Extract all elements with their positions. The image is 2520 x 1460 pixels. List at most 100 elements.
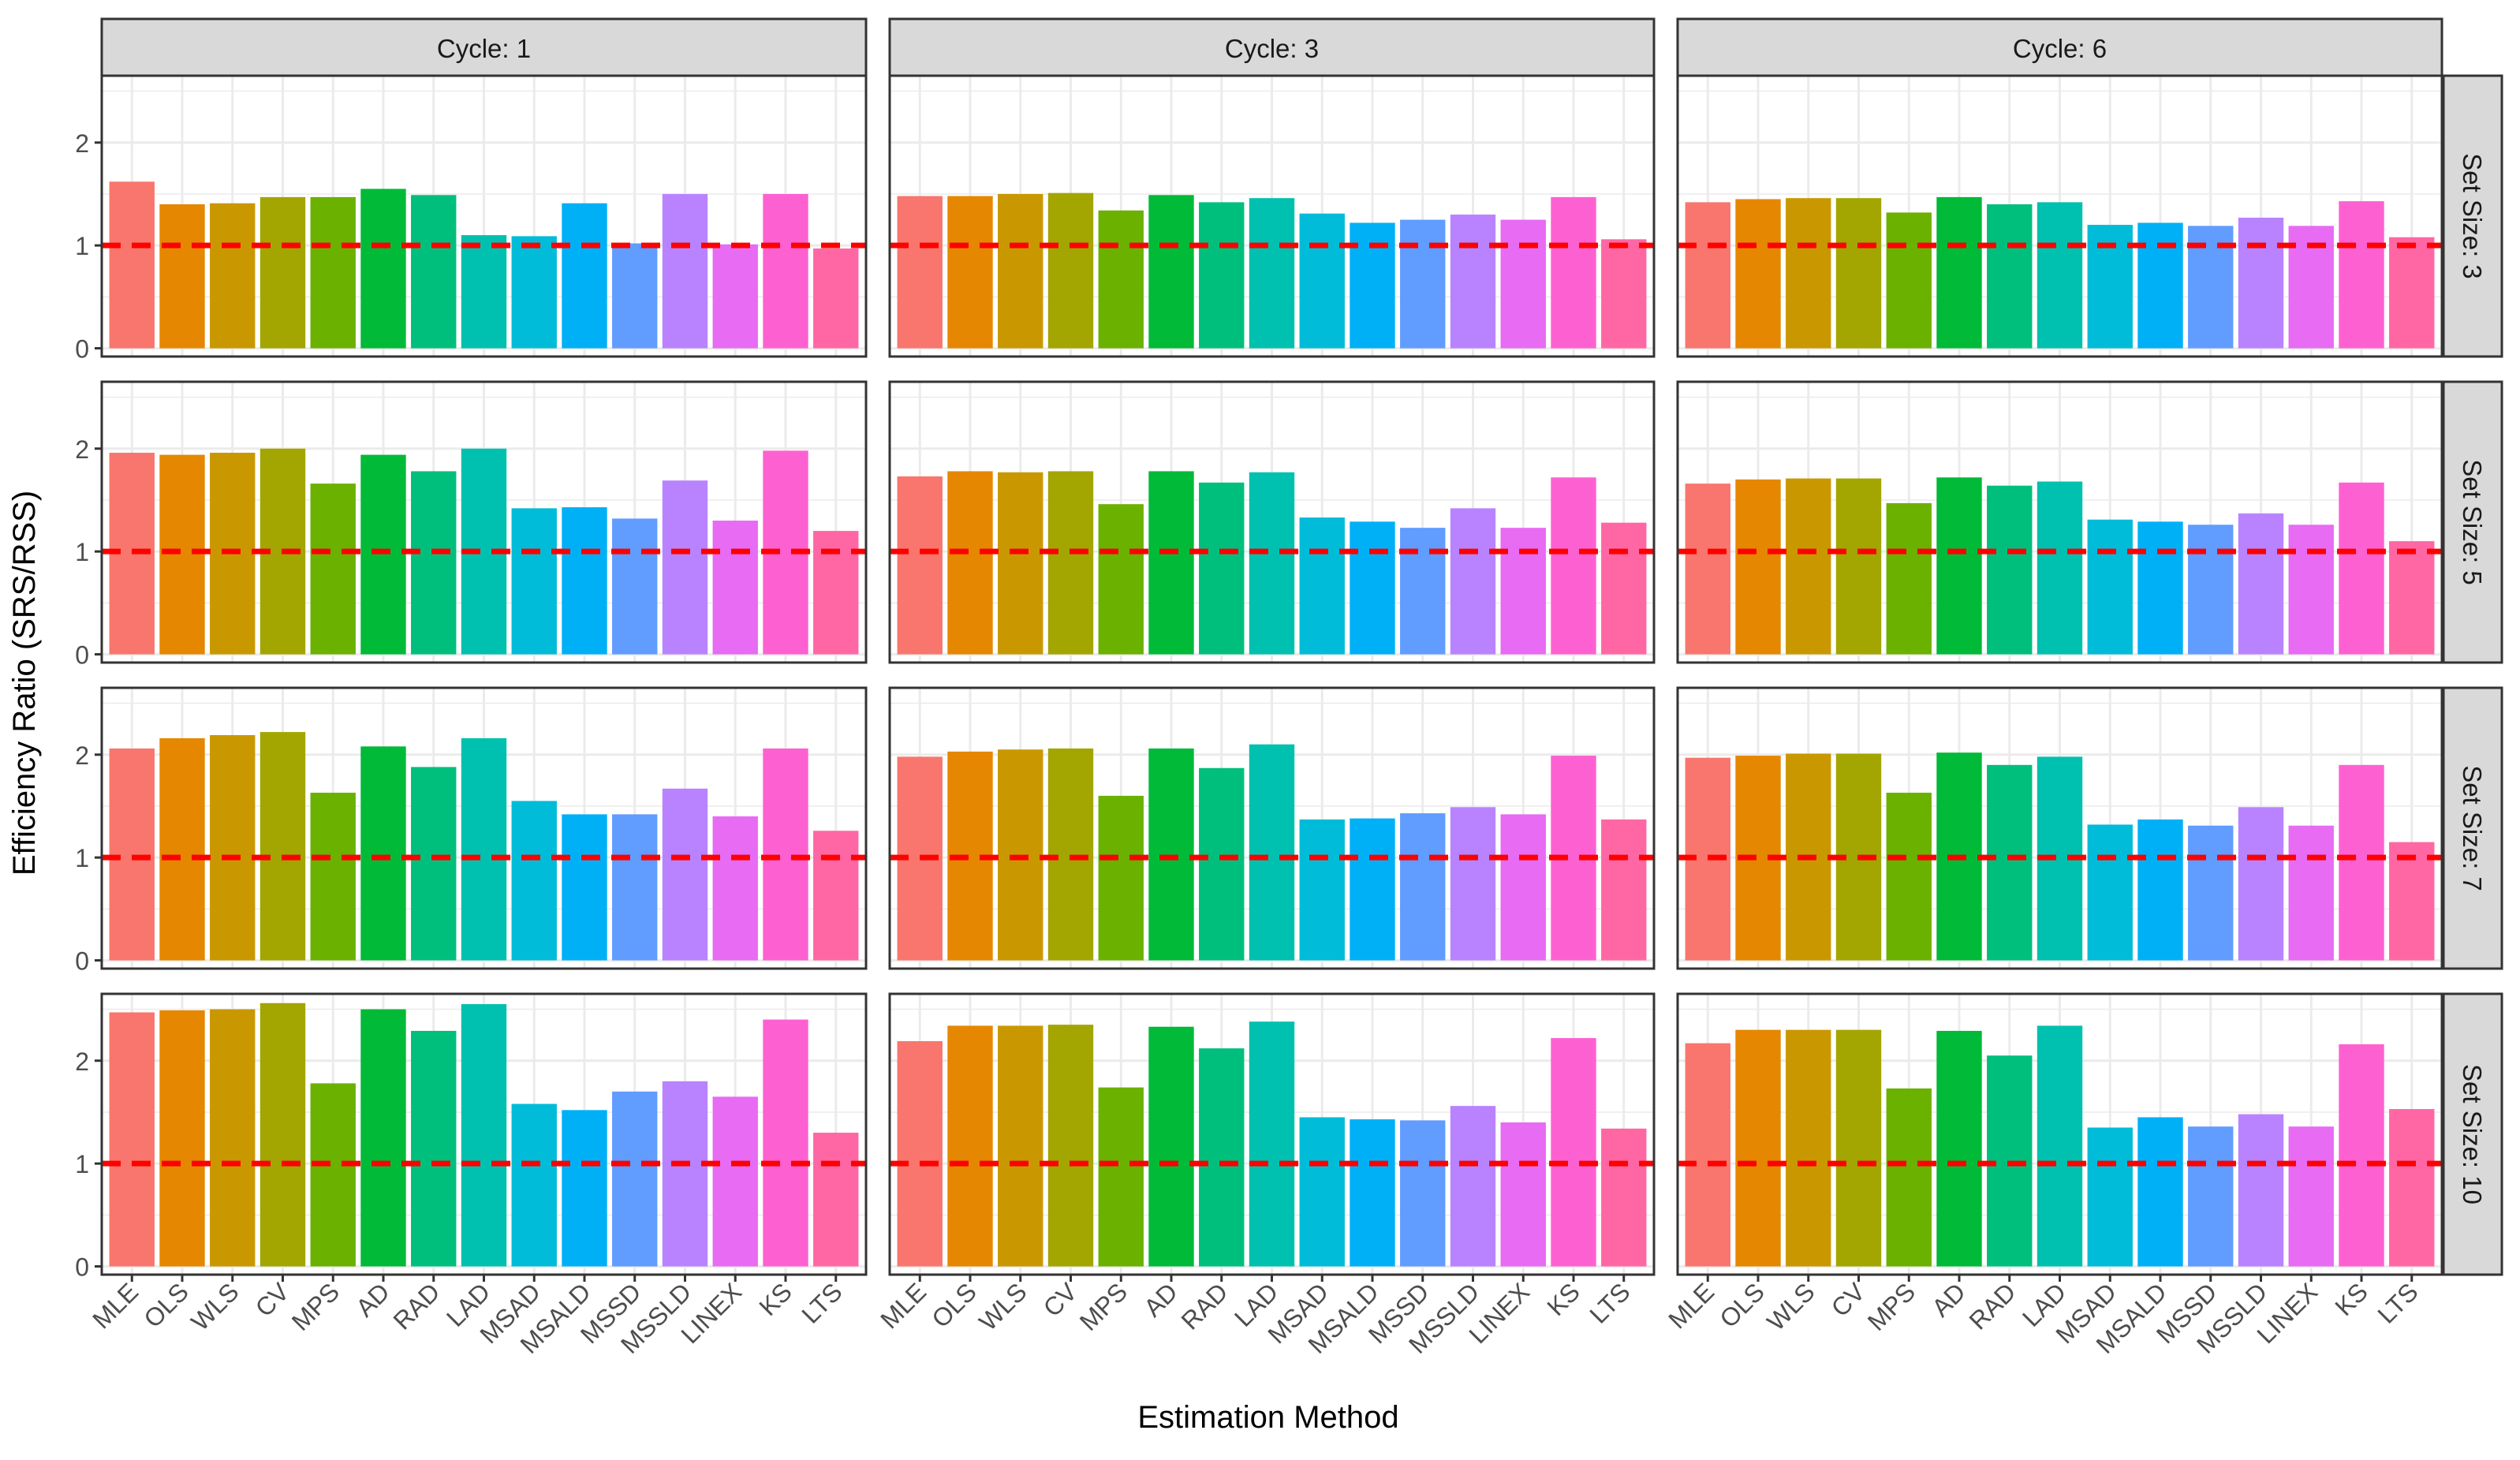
facet-panel — [1676, 380, 2443, 664]
bar-linex — [1500, 1122, 1546, 1267]
bar-mssld — [1450, 215, 1496, 349]
bar-lad — [2037, 481, 2083, 655]
bar-mssd — [1400, 219, 1446, 349]
row-strip-box — [2442, 992, 2503, 1276]
bar-lad — [1249, 1021, 1295, 1267]
bar-mssld — [2238, 513, 2284, 655]
bar-msad — [1299, 819, 1345, 961]
bar-ad — [1148, 471, 1194, 655]
bar-mle — [897, 1040, 943, 1267]
panel-border — [888, 686, 1656, 970]
bar-mssld — [662, 480, 708, 655]
bar-ks — [2339, 201, 2384, 349]
bar-lts — [2389, 1109, 2435, 1267]
bar-msald — [562, 814, 607, 961]
panel-border — [100, 686, 868, 970]
panel-border — [1676, 380, 2443, 664]
column-strip-box — [100, 17, 868, 77]
bar-cv — [1835, 1029, 1882, 1267]
bar-mssld — [662, 193, 708, 349]
bar-mssd — [612, 518, 658, 655]
y-tick-label: 1 — [75, 844, 89, 872]
bar-lts — [813, 1133, 859, 1267]
bar-msald — [562, 507, 607, 655]
bar-linex — [2288, 825, 2334, 961]
bar-ks — [2339, 764, 2384, 961]
bar-linex — [712, 816, 758, 961]
bar-lts — [2389, 842, 2435, 961]
row-strip-label: Set Size: 3 — [2458, 153, 2487, 279]
bar-rad — [1987, 764, 2033, 961]
bar-mps — [310, 196, 356, 349]
bar-ols — [947, 471, 993, 655]
bar-msad — [1299, 517, 1345, 655]
bar-mle — [1685, 484, 1730, 655]
bar-mssd — [1400, 528, 1446, 655]
facet-panel — [1676, 74, 2443, 358]
bar-linex — [712, 1096, 758, 1267]
bar-lts — [1601, 1128, 1647, 1267]
bar-cv — [1047, 471, 1094, 655]
bar-mssd — [612, 243, 658, 349]
bar-linex — [2288, 525, 2334, 655]
panel-border — [888, 74, 1656, 358]
bar-msad — [511, 508, 557, 655]
bar-lts — [2389, 237, 2435, 349]
bar-mssd — [612, 1091, 658, 1267]
bar-rad — [1199, 767, 1245, 961]
bar-lad — [2037, 1025, 2083, 1267]
bar-mssld — [2238, 217, 2284, 349]
bar-wls — [1786, 478, 1831, 655]
bar-ols — [1735, 479, 1781, 655]
bar-mle — [109, 748, 155, 961]
bar-msad — [2087, 519, 2133, 655]
bar-msald — [1350, 818, 1395, 961]
bar-rad — [1199, 482, 1245, 655]
y-tick-label: 0 — [75, 335, 89, 364]
facet-panel: 0 1 2 — [75, 380, 868, 670]
facet-panel — [1676, 686, 2443, 970]
bar-ad — [1936, 1030, 1982, 1267]
bar-mssd — [2188, 825, 2234, 961]
row-strip-box — [2442, 74, 2503, 358]
bar-msald — [2137, 521, 2183, 655]
bar-mps — [1098, 1087, 1144, 1267]
bar-mssld — [662, 788, 708, 961]
bar-mssd — [2188, 1126, 2234, 1267]
facet-panel: 0 1 2 — [75, 686, 868, 976]
bar-mps — [1098, 210, 1144, 349]
row-strip-label: Set Size: 5 — [2458, 459, 2487, 585]
bar-cv — [1047, 748, 1094, 961]
x-axis-title: Estimation Method — [1137, 1400, 1398, 1435]
bar-ad — [360, 1009, 406, 1267]
panel-border — [1676, 686, 2443, 970]
bar-lts — [1601, 819, 1647, 961]
bar-ks — [763, 1019, 808, 1267]
facet-panel — [888, 380, 1656, 664]
bar-mssld — [662, 1081, 708, 1267]
row-strip-label: Set Size: 7 — [2458, 765, 2487, 891]
bar-mle — [109, 181, 155, 349]
bar-rad — [411, 195, 457, 349]
y-tick-label: 1 — [75, 1150, 89, 1178]
bar-wls — [210, 734, 256, 961]
bar-lts — [813, 831, 859, 961]
bar-mps — [310, 1083, 356, 1267]
bar-mssd — [2188, 525, 2234, 655]
bar-ols — [159, 454, 205, 655]
bar-wls — [210, 1009, 256, 1267]
bar-msald — [2137, 222, 2183, 349]
bar-mssld — [2238, 1114, 2284, 1267]
bar-cv — [259, 1003, 306, 1267]
bar-lad — [1249, 472, 1295, 655]
bar-cv — [1835, 198, 1882, 349]
bar-wls — [1786, 198, 1831, 349]
bar-ks — [1551, 477, 1596, 655]
facet-panel — [888, 74, 1656, 358]
bar-msald — [1350, 521, 1395, 655]
bar-msad — [511, 801, 557, 961]
bar-rad — [411, 471, 457, 655]
row-strip-label: Set Size: 10 — [2458, 1064, 2487, 1204]
